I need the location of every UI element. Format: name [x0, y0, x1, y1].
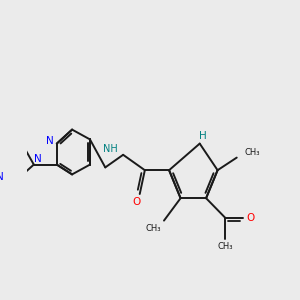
Text: N: N	[34, 154, 42, 164]
Text: CH₃: CH₃	[244, 148, 260, 157]
Text: O: O	[246, 213, 254, 223]
Text: CH₃: CH₃	[218, 242, 233, 251]
Text: O: O	[132, 197, 140, 207]
Text: CH₃: CH₃	[146, 224, 161, 233]
Text: N: N	[0, 172, 4, 182]
Text: H: H	[199, 130, 206, 141]
Text: N: N	[46, 136, 53, 146]
Text: NH: NH	[103, 144, 118, 154]
